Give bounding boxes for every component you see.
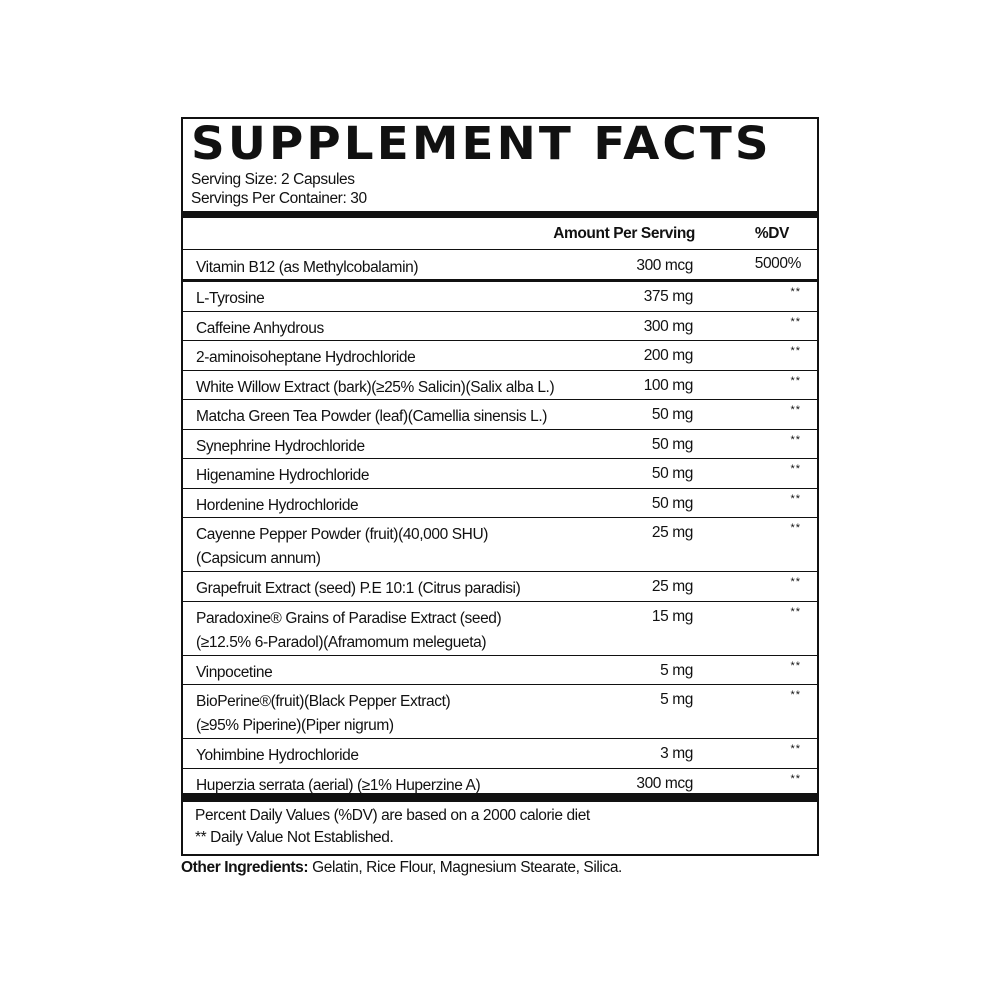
ingredient-amount: 15 mg [651, 607, 693, 625]
ingredient-name-line: Synephrine Hydrochloride [196, 437, 365, 455]
ingredient-name: Hordenine Hydrochloride [196, 494, 359, 518]
other-ingredients-label: Other Ingredients: [181, 859, 309, 876]
ingredient-amount: 3 mg [660, 745, 693, 762]
column-header: Amount Per Serving %DV [183, 219, 817, 249]
ingredient-name: 2-aminoisoheptane Hydrochloride [196, 346, 416, 370]
ingredient-name-line: Hordenine Hydrochloride [196, 496, 359, 514]
table-row: Higenamine Hydrochloride 50 mg ** [183, 459, 817, 489]
ingredient-name-line: BioPerine®(fruit)(Black Pepper Extract) [196, 693, 451, 710]
other-ingredients-value: Gelatin, Rice Flour, Magnesium Stearate,… [308, 859, 622, 876]
ingredient-name: Huperzia serrata (aerial) (≥1% Huperzine… [196, 774, 481, 798]
ingredient-name-line: Vinpocetine [196, 663, 273, 681]
ingredient-dv: ** [790, 404, 801, 416]
thick-divider [183, 211, 817, 218]
ingredient-dv: ** [790, 772, 801, 785]
table-row: Paradoxine® Grains of Paradise Extract (… [183, 602, 817, 656]
ingredient-name: Grapefruit Extract (seed) P.E 10:1 (Citr… [196, 577, 521, 601]
ingredient-amount: 300 mcg [636, 257, 693, 274]
ingredient-name-line: 2-aminoisoheptane Hydrochloride [196, 349, 416, 366]
ingredient-amount: 300 mcg [636, 774, 693, 792]
amount-header: Amount Per Serving [553, 225, 695, 242]
ingredient-dv: ** [790, 374, 801, 387]
ingredient-name: Cayenne Pepper Powder (fruit)(40,000 SHU… [196, 523, 488, 571]
table-row: BioPerine®(fruit)(Black Pepper Extract) (… [183, 685, 817, 739]
ingredient-name-line: L-Tyrosine [196, 290, 265, 307]
ingredient-amount: 300 mg [643, 317, 694, 335]
ingredient-name: BioPerine®(fruit)(Black Pepper Extract) (… [196, 690, 451, 738]
table-row: Cayenne Pepper Powder (fruit)(40,000 SHU… [183, 518, 817, 572]
ingredient-dv: ** [790, 522, 801, 534]
other-ingredients: Other Ingredients: Gelatin, Rice Flour, … [181, 859, 622, 877]
table-row: Hordenine Hydrochloride 50 mg ** [183, 489, 817, 518]
table-row: Vinpocetine 5 mg ** [183, 656, 817, 685]
ingredient-dv: ** [790, 463, 801, 475]
table-row: White Willow Extract (bark)(≥25% Salicin… [183, 371, 817, 400]
ingredient-name: Caffeine Anhydrous [196, 317, 324, 341]
ingredient-amount: 50 mg [651, 406, 693, 423]
ingredient-amount: 200 mg [643, 347, 694, 364]
ingredient-name: L-Tyrosine [196, 287, 265, 311]
ingredient-dv: ** [790, 743, 801, 755]
thin-divider [183, 249, 817, 250]
ingredient-name: White Willow Extract (bark)(≥25% Salicin… [196, 376, 555, 400]
ingredient-name-line: Grapefruit Extract (seed) P.E 10:1 (Citr… [196, 580, 521, 597]
ingredient-name: Paradoxine® Grains of Paradise Extract (… [196, 607, 502, 655]
ingredient-dv: ** [790, 492, 801, 505]
ingredient-name-line: Yohimbine Hydrochloride [196, 747, 359, 764]
ingredient-dv: ** [790, 433, 801, 446]
ingredient-dv: ** [790, 659, 801, 672]
ingredient-name-line: Matcha Green Tea Powder (leaf)(Camellia … [196, 408, 548, 425]
ingredient-name-line: Cayenne Pepper Powder (fruit)(40,000 SHU… [196, 526, 489, 543]
panel-title: SUPPLEMENT FACTS [191, 117, 772, 170]
ingredient-name-line: Huperzia serrata (aerial) (≥1% Huperzine… [196, 776, 481, 794]
ingredient-dv: ** [790, 286, 801, 298]
ingredient-amount: 50 mg [651, 465, 693, 482]
ingredient-amount: 25 mg [651, 578, 693, 595]
ingredient-name-line: White Willow Extract (bark)(≥25% Salicin… [196, 378, 555, 396]
table-row: Huperzia serrata (aerial) (≥1% Huperzine… [183, 769, 817, 798]
dv-header: %DV [754, 225, 790, 242]
ingredient-name-line: (≥12.5% 6-Paradol)(Aframomum melegueta) [196, 633, 487, 651]
table-row: L-Tyrosine 375 mg ** [183, 282, 817, 312]
ingredient-dv: ** [790, 689, 801, 701]
ingredient-dv: ** [790, 315, 801, 328]
ingredient-name-line: (Capsicum annum) [196, 550, 321, 567]
supplement-facts-panel: SUPPLEMENT FACTS Serving Size: 2 Capsule… [181, 117, 819, 856]
table-row: Caffeine Anhydrous 300 mg ** [183, 312, 817, 341]
table-row: 2-aminoisoheptane Hydrochloride 200 mg ** [183, 341, 817, 371]
ingredient-amount: 25 mg [651, 524, 693, 541]
ingredient-name: Vinpocetine [196, 661, 273, 685]
table-row: Yohimbine Hydrochloride 3 mg ** [183, 739, 817, 769]
ingredient-amount: 375 mg [643, 288, 694, 305]
ingredient-name: Higenamine Hydrochloride [196, 464, 369, 488]
table-row: Matcha Green Tea Powder (leaf)(Camellia … [183, 400, 817, 430]
table-row: Synephrine Hydrochloride 50 mg ** [183, 430, 817, 459]
ingredient-amount: 100 mg [643, 376, 694, 394]
ingredient-name-line: Paradoxine® Grains of Paradise Extract (… [196, 609, 502, 627]
ingredient-dv: ** [790, 576, 801, 588]
footnote-line: Percent Daily Values (%DV) are based on … [195, 807, 590, 824]
footnote: Percent Daily Values (%DV) are based on … [195, 805, 590, 849]
ingredient-name-line: Caffeine Anhydrous [196, 319, 324, 337]
ingredient-name: Yohimbine Hydrochloride [196, 744, 359, 768]
ingredient-amount: 5 mg [660, 691, 693, 708]
thick-divider [183, 793, 817, 802]
footnote-line: ** Daily Value Not Established. [195, 829, 394, 846]
ingredient-table: Vitamin B12 (as Methylcobalamin) 300 mcg… [183, 251, 817, 797]
ingredient-name: Vitamin B12 (as Methylcobalamin) [196, 259, 419, 276]
table-row: Grapefruit Extract (seed) P.E 10:1 (Citr… [183, 572, 817, 602]
ingredient-name: Synephrine Hydrochloride [196, 435, 365, 459]
ingredient-amount: 50 mg [651, 494, 693, 512]
ingredient-amount: 5 mg [660, 661, 693, 679]
table-row: Vitamin B12 (as Methylcobalamin) 300 mcg… [183, 251, 817, 282]
ingredient-name-line: Higenamine Hydrochloride [196, 467, 370, 484]
ingredient-name-line: (≥95% Piperine)(Piper nigrum) [196, 717, 394, 734]
ingredient-dv: 5000% [754, 255, 802, 272]
ingredient-amount: 50 mg [651, 435, 693, 453]
ingredient-dv: ** [790, 345, 801, 357]
servings-per-container: Servings Per Container: 30 [191, 190, 367, 207]
ingredient-dv: ** [790, 605, 801, 618]
ingredient-name: Matcha Green Tea Powder (leaf)(Camellia … [196, 405, 547, 429]
serving-size: Serving Size: 2 Capsules [191, 171, 355, 188]
